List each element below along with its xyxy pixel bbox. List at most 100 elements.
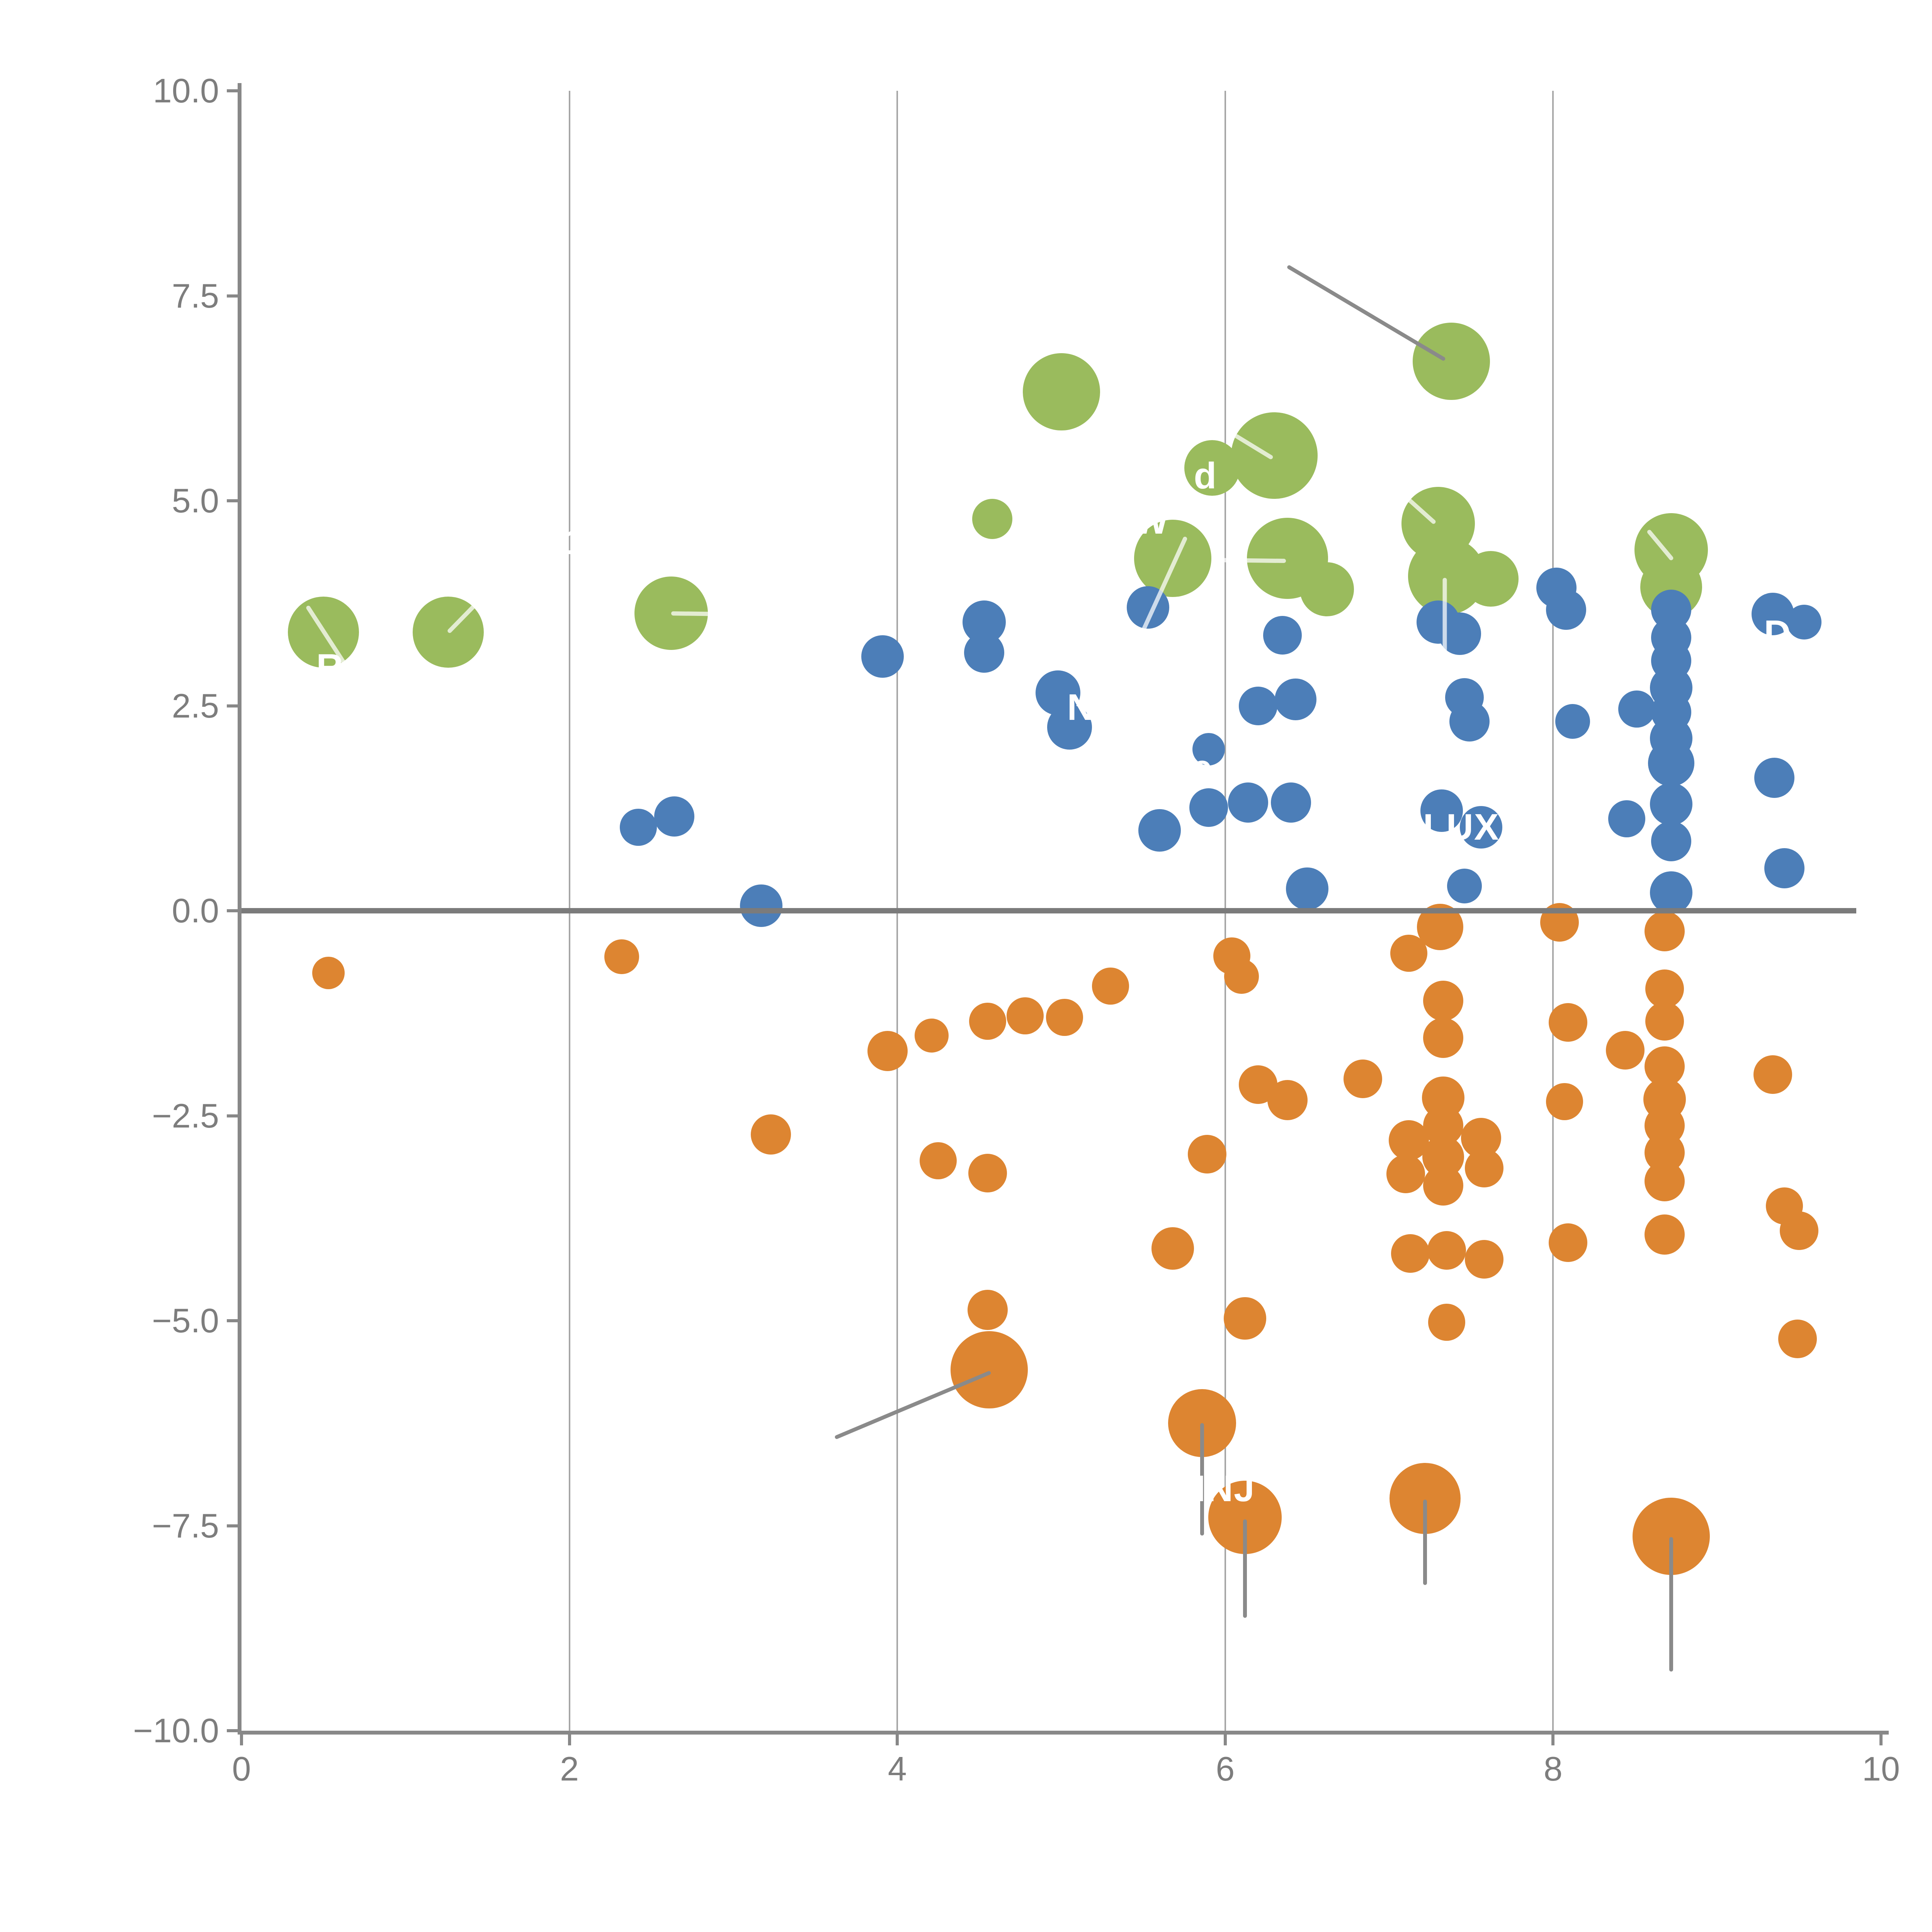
- bubble-orange-group-19[interactable]: [1223, 1297, 1266, 1340]
- bubble-blue-group-21[interactable]: [1449, 701, 1490, 742]
- bubble-orange-group-9[interactable]: [920, 1142, 957, 1180]
- bubble-orange-group-26[interactable]: [1386, 1155, 1425, 1194]
- bubble-orange-group-12[interactable]: [950, 1331, 1028, 1409]
- bubble-orange-group-7[interactable]: [1046, 998, 1083, 1036]
- bubble-orange-group-6[interactable]: [1007, 997, 1044, 1034]
- leader-line-pale-5: [1218, 558, 1286, 563]
- y-tick--10: [227, 1729, 238, 1732]
- bubble-orange-group-57[interactable]: [1779, 1211, 1818, 1250]
- bubble-green-group-8[interactable]: [1134, 519, 1212, 597]
- bubble-label-w: W: [1133, 500, 1170, 542]
- bubble-blue-group-24[interactable]: [1447, 869, 1482, 904]
- bubble-blue-group-27[interactable]: [1555, 704, 1590, 739]
- bubble-blue-group-17[interactable]: [1286, 867, 1328, 910]
- bubble-blue-group-11[interactable]: [1189, 788, 1228, 827]
- bubble-orange-group-41[interactable]: [1548, 1003, 1587, 1042]
- bubble-green-group-4[interactable]: [1413, 323, 1490, 400]
- bubble-blue-group-12[interactable]: [1228, 782, 1269, 823]
- bubble-green-group-13[interactable]: [1463, 551, 1519, 607]
- bubble-blue-group-1[interactable]: [654, 796, 695, 837]
- leader-line-pale-2: [671, 611, 732, 616]
- bubble-orange-group-8[interactable]: [1092, 968, 1129, 1005]
- x-tick-label-8: 8: [1543, 1750, 1563, 1788]
- x-tick-4: [896, 1735, 899, 1745]
- bubble-blue-group-14[interactable]: [1238, 686, 1277, 725]
- bubble-orange-group-4[interactable]: [915, 1018, 949, 1053]
- bubble-orange-group-3[interactable]: [867, 1031, 908, 1071]
- bubble-blue-group-10[interactable]: [1192, 733, 1225, 765]
- bubble-orange-group-11[interactable]: [967, 1290, 1008, 1330]
- x-tick-0: [240, 1735, 243, 1745]
- y-tick-5: [227, 499, 238, 502]
- y-tick-label-7.5: 7.5: [172, 276, 219, 315]
- bubble-orange-group-35[interactable]: [1391, 1234, 1430, 1273]
- bubble-label-n: N: [1067, 686, 1095, 728]
- bubble-blue-group-40[interactable]: [1751, 592, 1794, 635]
- bubble-orange-group-52[interactable]: [1644, 1161, 1685, 1202]
- y-tick-label--7.5: −7.5: [152, 1506, 219, 1545]
- bubble-blue-group-37[interactable]: [1651, 821, 1691, 861]
- bubble-blue-group-5[interactable]: [964, 632, 1005, 673]
- bubble-orange-group-44[interactable]: [1644, 911, 1685, 952]
- bubble-blue-group-2[interactable]: [740, 884, 783, 927]
- bubble-blue-group-35[interactable]: [1648, 740, 1694, 787]
- bubble-blue-group-28[interactable]: [1618, 690, 1655, 728]
- bubble-blue-group-38[interactable]: [1650, 871, 1692, 914]
- bubble-orange-group-2[interactable]: [751, 1114, 791, 1155]
- bubble-orange-group-58[interactable]: [1778, 1319, 1817, 1358]
- bubble-blue-group-0[interactable]: [619, 808, 657, 846]
- bubble-orange-group-34[interactable]: [1465, 1149, 1504, 1188]
- y-tick--2.5: [227, 1114, 238, 1117]
- bubble-blue-group-16[interactable]: [1263, 616, 1302, 655]
- bubble-orange-group-46[interactable]: [1645, 1002, 1684, 1041]
- bubble-orange-group-47[interactable]: [1606, 1031, 1645, 1070]
- bubble-orange-group-32[interactable]: [1423, 1165, 1464, 1206]
- bubble-blue-group-3[interactable]: [861, 635, 904, 678]
- y-tick-label-2.5: 2.5: [172, 686, 219, 725]
- bubble-green-group-10[interactable]: [1299, 562, 1354, 617]
- bubble-blue-group-43[interactable]: [1764, 848, 1804, 888]
- bubble-orange-group-27[interactable]: [1423, 981, 1464, 1021]
- bubble-orange-group-22[interactable]: [1344, 1060, 1383, 1098]
- bubble-orange-group-28[interactable]: [1423, 1017, 1464, 1058]
- bubble-orange-group-1[interactable]: [604, 939, 639, 974]
- bubble-orange-group-18[interactable]: [1267, 1080, 1308, 1121]
- bubble-orange-group-37[interactable]: [1465, 1240, 1504, 1279]
- bubble-blue-group-13[interactable]: [1270, 782, 1311, 823]
- bubble-orange-group-0[interactable]: [312, 957, 345, 990]
- bubble-orange-group-43[interactable]: [1548, 1223, 1587, 1262]
- bubble-blue-group-15[interactable]: [1275, 678, 1317, 720]
- y-tick-7.5: [227, 294, 238, 298]
- bubble-orange-group-45[interactable]: [1645, 969, 1684, 1008]
- bubble-orange-group-25[interactable]: [1389, 1120, 1429, 1161]
- leader-line-pale-7: [1442, 578, 1447, 675]
- bubble-green-group-7[interactable]: [972, 498, 1013, 539]
- bubble-blue-group-42[interactable]: [1754, 758, 1795, 798]
- bubble-blue-group-41[interactable]: [1786, 605, 1821, 640]
- bubble-blue-group-23[interactable]: [1459, 806, 1502, 849]
- bubble-orange-group-16[interactable]: [1224, 959, 1259, 994]
- bubble-orange-group-53[interactable]: [1644, 1214, 1685, 1255]
- bubble-blue-group-39[interactable]: [1608, 800, 1646, 838]
- bubble-blue-group-36[interactable]: [1650, 783, 1692, 826]
- bubble-green-group-5[interactable]: [1184, 440, 1240, 496]
- bubble-label-1: 1: [565, 521, 587, 563]
- bubble-blue-group-7[interactable]: [1047, 704, 1092, 750]
- bubble-blue-group-22[interactable]: [1420, 789, 1463, 832]
- bubble-green-group-6[interactable]: [1231, 412, 1318, 499]
- bubble-orange-group-23[interactable]: [1390, 935, 1428, 972]
- bubble-orange-group-10[interactable]: [968, 1154, 1007, 1193]
- bubble-orange-group-5[interactable]: [969, 1003, 1006, 1040]
- bubble-orange-group-55[interactable]: [1753, 1055, 1792, 1094]
- bubble-orange-group-42[interactable]: [1546, 1083, 1583, 1121]
- bubble-green-group-3[interactable]: [1022, 353, 1100, 430]
- bubble-blue-group-9[interactable]: [1138, 809, 1181, 852]
- y-tick-label--5: −5.0: [152, 1301, 219, 1340]
- bubble-orange-group-36[interactable]: [1427, 1231, 1466, 1270]
- bubble-orange-group-13[interactable]: [1151, 1227, 1194, 1270]
- bubble-orange-group-38[interactable]: [1428, 1304, 1465, 1341]
- bubble-orange-group-14[interactable]: [1188, 1135, 1227, 1174]
- bubble-blue-group-26[interactable]: [1546, 590, 1587, 630]
- leader-line-gray-0: [1286, 264, 1446, 362]
